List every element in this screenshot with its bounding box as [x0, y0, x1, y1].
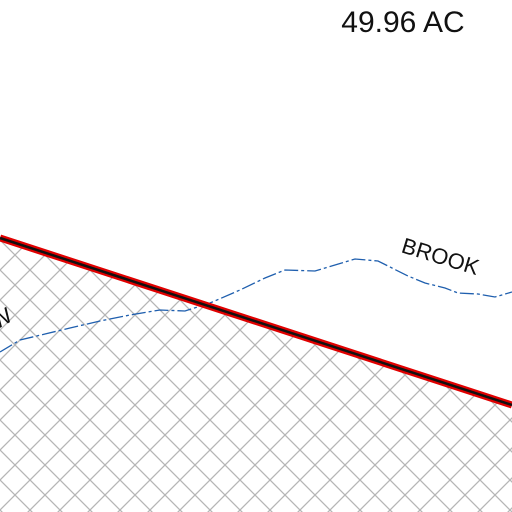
boundary-line [0, 236, 512, 407]
hatched-area [0, 238, 512, 512]
acreage-label: 49.96 AC [341, 6, 464, 39]
brook-line [0, 258, 512, 353]
